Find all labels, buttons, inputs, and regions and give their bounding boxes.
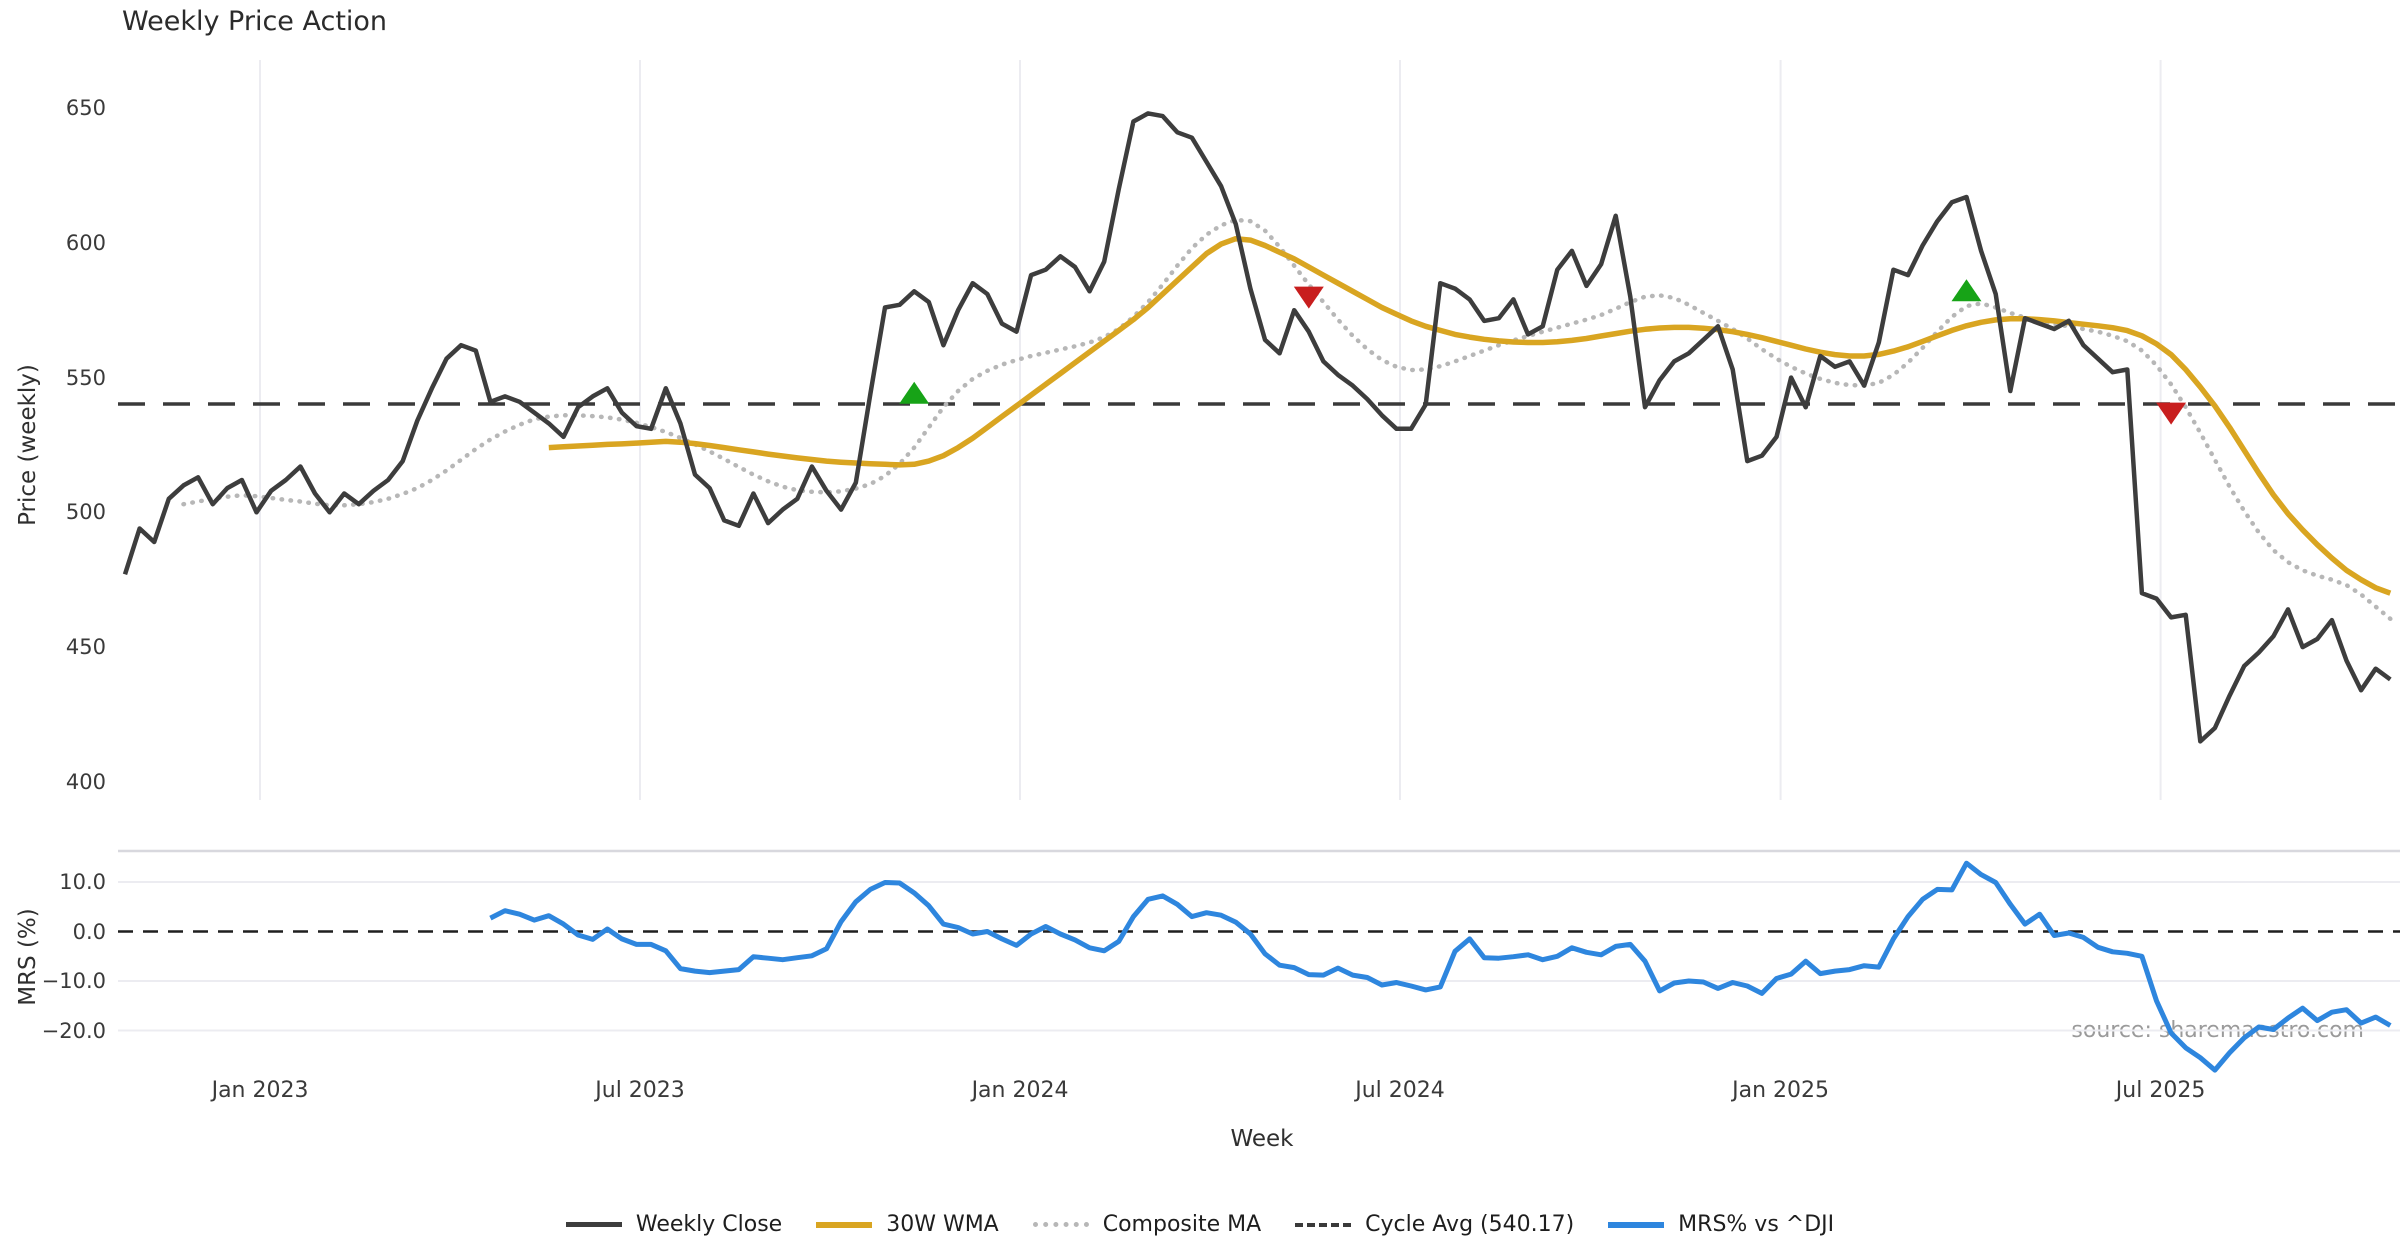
legend-label: 30W WMA xyxy=(886,1212,999,1237)
composite-ma-line xyxy=(181,217,2393,622)
xtick-Jul-2025: Jul 2025 xyxy=(2115,1078,2206,1103)
xtick-Jan-2023: Jan 2023 xyxy=(211,1078,309,1103)
price-ytick-400: 400 xyxy=(65,769,106,794)
chart-legend: Weekly Close 30W WMA Composite MA Cycle Avg… xyxy=(0,1212,2400,1237)
wma-line xyxy=(548,235,2392,596)
xtick-Jul-2024: Jul 2024 xyxy=(1355,1078,1445,1103)
mrs-ytick--20: −20.0 xyxy=(41,1018,106,1043)
legend-swatch-icon xyxy=(1032,1222,1089,1227)
chart-title: Weekly Price Action xyxy=(122,6,388,37)
sell-signal-icon xyxy=(1293,286,1324,309)
legend-item-composite-ma: Composite MA xyxy=(1032,1212,1262,1237)
legend-label: Cycle Avg (540.17) xyxy=(1365,1212,1575,1237)
weekly-close-line xyxy=(122,111,2392,744)
price-axis-label: Price (weekly) xyxy=(15,364,41,526)
legend-swatch-icon xyxy=(565,1222,622,1227)
mrs-ytick--10: −10.0 xyxy=(41,969,106,993)
legend-label: MRS% vs ^DJI xyxy=(1678,1212,1835,1237)
price-ytick-450: 450 xyxy=(65,635,106,660)
buy-signal-icon xyxy=(899,381,930,404)
price-ytick-500: 500 xyxy=(65,500,106,525)
sell-signal-icon xyxy=(2156,402,2187,425)
mrs-gridlines xyxy=(118,849,2400,1032)
legend-swatch-icon xyxy=(1295,1222,1352,1227)
xtick-Jan-2024: Jan 2024 xyxy=(971,1078,1069,1103)
mrs-ytick-0: 0.0 xyxy=(72,919,106,944)
legend-item-weekly-close: Weekly Close xyxy=(565,1212,783,1237)
mrs-ytick-10: 10.0 xyxy=(59,870,106,894)
mrs-line xyxy=(489,860,2392,1073)
xtick-Jul-2023: Jul 2023 xyxy=(595,1078,685,1103)
legend-item-cycle-avg-540-17-: Cycle Avg (540.17) xyxy=(1295,1212,1574,1237)
mrs-axis-label: MRS (%) xyxy=(15,908,41,1006)
legend-item-mrs-vs-dji: MRS% vs ^DJI xyxy=(1608,1212,1834,1237)
price-ytick-550: 550 xyxy=(65,365,106,390)
legend-item-30w-wma: 30W WMA xyxy=(816,1212,999,1237)
xtick-Jan-2025: Jan 2025 xyxy=(1732,1078,1830,1103)
legend-label: Composite MA xyxy=(1102,1212,1262,1237)
signal-markers xyxy=(899,279,2187,425)
legend-swatch-icon xyxy=(816,1221,873,1228)
legend-swatch-icon xyxy=(1608,1221,1665,1228)
week-axis-label: Week xyxy=(1230,1126,1294,1152)
line-series xyxy=(122,111,2393,1073)
price-ytick-600: 600 xyxy=(65,230,106,255)
buy-signal-icon xyxy=(1951,279,1982,302)
legend-label: Weekly Close xyxy=(635,1212,783,1237)
price-ytick-650: 650 xyxy=(65,96,106,120)
